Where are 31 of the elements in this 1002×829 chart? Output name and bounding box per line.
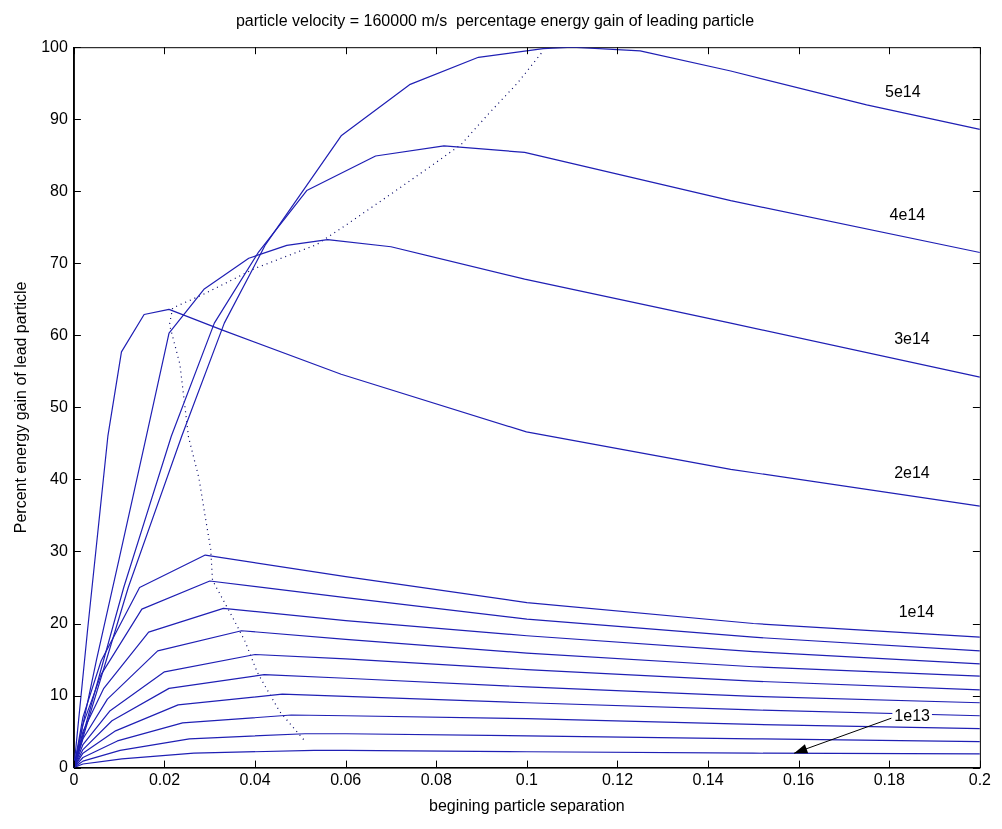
y-tick-label: 60 <box>50 325 68 343</box>
annotation: 2e14 <box>894 464 930 482</box>
y-tick-label: 80 <box>50 181 68 199</box>
annotation: 1e14 <box>898 602 935 620</box>
chart-title: particle velocity = 160000 m/s percentage energy gain of leading particle <box>235 12 755 30</box>
y-axis-title: Percent energy gain of lead particle <box>12 281 30 534</box>
x-axis-title: begining particle separation <box>429 796 625 814</box>
x-tick-label: 0.02 <box>148 770 181 788</box>
x-tick-label: 0.12 <box>601 770 634 788</box>
x-tick-label: 0.16 <box>783 770 815 788</box>
x-tick-label: 0.14 <box>692 770 724 788</box>
x-tick-label: 0 <box>69 770 79 788</box>
y-tick-label: 70 <box>50 253 68 271</box>
y-tick-label: 30 <box>50 541 68 559</box>
x-tick-label: 0.18 <box>873 770 905 788</box>
x-tick-label: 0.06 <box>330 770 362 788</box>
y-tick-label: 90 <box>50 109 68 127</box>
annotation: 1e13 <box>894 706 931 724</box>
y-tick-label: 100 <box>41 37 68 55</box>
y-tick-label: 50 <box>50 397 68 415</box>
annotation: 3e14 <box>894 330 930 348</box>
y-tick-label: 10 <box>50 685 68 703</box>
x-tick-label: 0.1 <box>515 770 539 788</box>
y-tick-label: 40 <box>50 469 68 487</box>
x-tick-label: 0.2 <box>968 770 992 788</box>
x-tick-label: 0.04 <box>239 770 271 788</box>
annotation: 4e14 <box>889 205 926 223</box>
y-tick-label: 20 <box>50 613 68 631</box>
x-tick-label: 0.08 <box>420 770 452 788</box>
annotation: 5e14 <box>885 83 921 101</box>
y-tick-label: 0 <box>58 758 68 776</box>
